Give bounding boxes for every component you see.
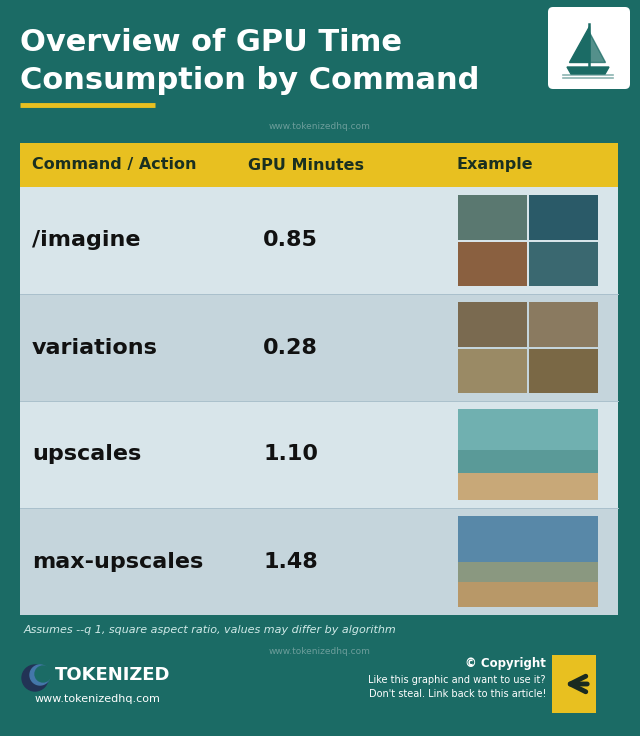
- FancyBboxPatch shape: [458, 409, 598, 450]
- FancyBboxPatch shape: [458, 241, 527, 286]
- FancyBboxPatch shape: [20, 143, 618, 187]
- Text: /imagine: /imagine: [32, 230, 141, 250]
- Text: Assumes --q 1, square aspect ratio, values may differ by algorithm: Assumes --q 1, square aspect ratio, valu…: [24, 625, 397, 635]
- Polygon shape: [569, 26, 589, 62]
- FancyBboxPatch shape: [529, 195, 598, 239]
- Circle shape: [30, 665, 50, 685]
- Polygon shape: [567, 67, 609, 74]
- FancyBboxPatch shape: [458, 516, 598, 562]
- Text: Don't steal. Link back to this article!: Don't steal. Link back to this article!: [369, 689, 546, 699]
- FancyBboxPatch shape: [458, 302, 527, 347]
- Circle shape: [35, 666, 51, 682]
- FancyBboxPatch shape: [20, 143, 618, 615]
- FancyBboxPatch shape: [529, 241, 598, 286]
- FancyBboxPatch shape: [548, 7, 630, 89]
- Text: Command / Action: Command / Action: [32, 158, 196, 172]
- Text: 1.10: 1.10: [263, 445, 318, 464]
- FancyBboxPatch shape: [458, 349, 527, 393]
- Text: GPU Minutes: GPU Minutes: [248, 158, 364, 172]
- Polygon shape: [589, 32, 605, 62]
- FancyBboxPatch shape: [20, 508, 618, 615]
- Text: 0.85: 0.85: [263, 230, 318, 250]
- FancyBboxPatch shape: [529, 349, 598, 393]
- FancyBboxPatch shape: [20, 294, 618, 401]
- Text: Consumption by Command: Consumption by Command: [20, 66, 479, 95]
- FancyBboxPatch shape: [20, 187, 618, 294]
- Text: TOKENIZED: TOKENIZED: [55, 666, 170, 684]
- Text: www.tokenizedhq.com: www.tokenizedhq.com: [269, 647, 371, 656]
- FancyBboxPatch shape: [458, 581, 598, 607]
- Text: upscales: upscales: [32, 445, 141, 464]
- Text: max-upscales: max-upscales: [32, 551, 204, 571]
- Text: Like this graphic and want to use it?: Like this graphic and want to use it?: [369, 675, 546, 685]
- FancyBboxPatch shape: [458, 516, 598, 607]
- Text: Overview of GPU Time: Overview of GPU Time: [20, 28, 402, 57]
- Text: 0.28: 0.28: [263, 338, 318, 358]
- Text: variations: variations: [32, 338, 158, 358]
- FancyBboxPatch shape: [552, 655, 596, 713]
- Text: © Copyright: © Copyright: [465, 657, 546, 670]
- Text: www.tokenizedhq.com: www.tokenizedhq.com: [35, 694, 161, 704]
- FancyBboxPatch shape: [458, 473, 598, 500]
- FancyBboxPatch shape: [20, 401, 618, 508]
- Text: 1.48: 1.48: [263, 551, 317, 571]
- FancyBboxPatch shape: [529, 302, 598, 347]
- FancyBboxPatch shape: [458, 409, 598, 500]
- Text: Example: Example: [457, 158, 533, 172]
- Text: www.tokenizedhq.com: www.tokenizedhq.com: [269, 122, 371, 131]
- FancyBboxPatch shape: [458, 195, 527, 239]
- Circle shape: [22, 665, 48, 691]
